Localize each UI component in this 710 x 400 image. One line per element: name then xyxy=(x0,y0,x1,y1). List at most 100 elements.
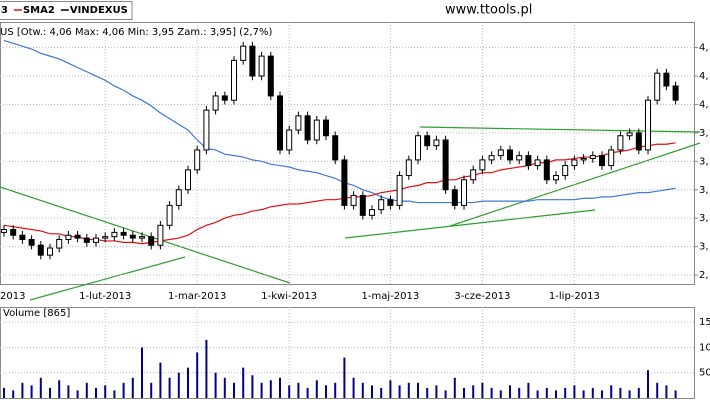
candle-body xyxy=(139,236,145,239)
volume-bar xyxy=(187,367,189,398)
candle-body xyxy=(626,132,633,137)
volume-bar xyxy=(463,387,465,398)
source: www.ttools.pl xyxy=(445,3,532,18)
candle-body xyxy=(185,169,191,191)
volume-bar xyxy=(288,385,291,398)
volume-bar xyxy=(95,387,97,398)
candle-body xyxy=(396,175,403,206)
volume-bar xyxy=(407,382,410,398)
trend-line xyxy=(29,256,186,301)
volume-bar xyxy=(591,387,594,398)
candle-body xyxy=(258,55,265,77)
sma-line xyxy=(3,142,676,245)
candle-body xyxy=(387,199,394,206)
candle-body xyxy=(359,194,366,216)
volume-bar xyxy=(610,385,613,398)
volume-bar xyxy=(122,382,125,398)
candle-body xyxy=(580,157,587,161)
volume-bar xyxy=(509,385,511,398)
volume-tick-label: 50 xyxy=(699,368,710,379)
volume-bar xyxy=(159,362,162,398)
volume-bar xyxy=(601,390,603,398)
volume-bar xyxy=(205,339,208,398)
volume-bar xyxy=(371,385,373,398)
volume-bar xyxy=(398,385,401,398)
volume-bar xyxy=(518,387,521,398)
candle-body xyxy=(286,129,293,151)
candle-body xyxy=(304,115,311,141)
legend-label: SMA2 xyxy=(23,5,55,16)
candle-body xyxy=(221,95,228,101)
candle-body xyxy=(672,85,679,101)
volume-bar xyxy=(150,382,153,398)
volume-bar xyxy=(177,372,180,398)
candle-body xyxy=(589,155,596,159)
candle-body xyxy=(10,229,17,236)
candle-body xyxy=(323,119,329,137)
candle-body xyxy=(645,99,651,151)
candle-body xyxy=(332,135,339,161)
volume-bar xyxy=(665,385,668,398)
candle-body xyxy=(497,149,504,157)
candle-body xyxy=(654,72,661,101)
volume-bar xyxy=(564,387,567,398)
candle-body xyxy=(1,229,7,233)
candle-body xyxy=(19,234,26,241)
volume-bar xyxy=(85,382,88,398)
volume-bar xyxy=(269,380,272,398)
candle-body xyxy=(313,119,320,141)
volume-bar xyxy=(545,387,548,398)
volume-label: Volume [865] xyxy=(3,308,70,319)
trend-line xyxy=(0,186,291,284)
candle-body xyxy=(516,155,523,161)
y-tick-label: 2, xyxy=(699,270,709,281)
volume-bar xyxy=(58,380,61,398)
price-panel xyxy=(0,22,695,285)
x-tick-label: 1-kwi-2013 xyxy=(261,291,317,302)
y-tick-label: 3, xyxy=(699,128,709,139)
candle-body xyxy=(175,189,182,206)
candle-body xyxy=(120,231,127,236)
volume-bar xyxy=(306,387,309,398)
legend-label: 3 xyxy=(1,5,8,16)
x-tick-label: 1-lut-2013 xyxy=(79,291,131,302)
candle-body xyxy=(157,224,164,246)
candle-body xyxy=(194,149,201,171)
x-tick-label: 1-maj-2013 xyxy=(362,291,420,302)
volume-bar xyxy=(3,387,5,398)
candle-body xyxy=(507,149,513,161)
candle-body xyxy=(571,159,578,167)
candle-body xyxy=(203,109,210,151)
candle-body xyxy=(617,135,624,151)
volume-bar xyxy=(481,382,484,398)
volume-bar xyxy=(39,377,42,398)
volume-bar xyxy=(214,372,217,398)
volume-bar xyxy=(297,382,300,398)
volume-bar xyxy=(12,390,15,398)
volume-bar xyxy=(334,382,337,398)
volume-bar xyxy=(453,377,456,398)
candle-body xyxy=(166,204,173,226)
candle-body xyxy=(525,155,532,167)
volume-bar xyxy=(49,387,51,398)
trend-line xyxy=(449,142,701,227)
y-tick-label: 4, xyxy=(699,99,709,110)
volume-bar xyxy=(380,387,383,398)
x-tick-label: 2013 xyxy=(0,291,25,302)
candle-body xyxy=(148,236,155,246)
volume-bar xyxy=(315,380,318,398)
sma-line xyxy=(3,39,676,204)
legend-box xyxy=(0,1,133,20)
volume-bar xyxy=(555,390,557,398)
volume-bar xyxy=(417,382,419,398)
candle-body xyxy=(553,175,559,181)
volume-bar xyxy=(619,387,622,398)
candle-body xyxy=(424,135,431,147)
candle-body xyxy=(249,45,256,77)
candle-body xyxy=(415,135,421,161)
volume-bar xyxy=(527,382,530,398)
volume-tick-label: 10 xyxy=(699,342,710,353)
volume-bar xyxy=(444,390,447,398)
candle-body xyxy=(47,247,53,256)
y-tick-label: 3, xyxy=(699,242,709,253)
